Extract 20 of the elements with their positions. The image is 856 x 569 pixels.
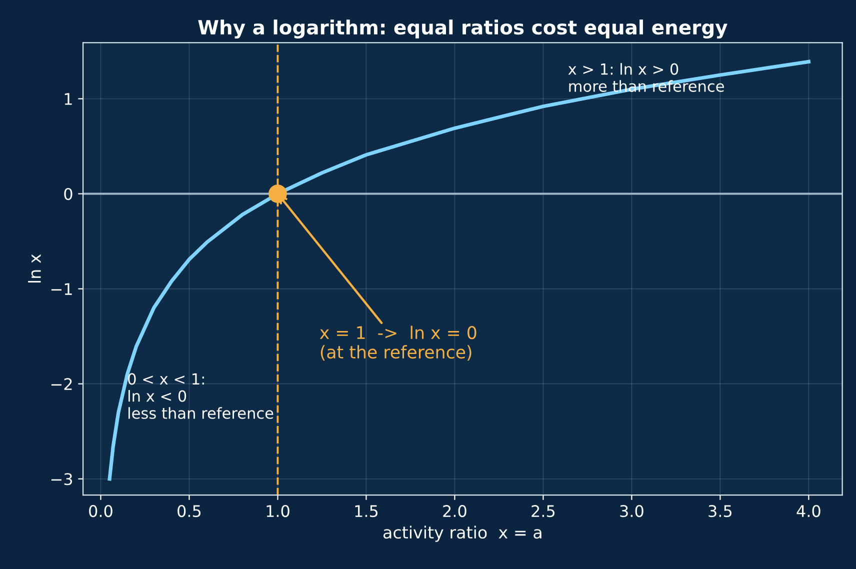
y-tick-label: 0 xyxy=(64,188,72,200)
x-tick-label: 1.0 xyxy=(266,505,290,518)
x-tick-label: 4.0 xyxy=(796,505,820,518)
x-tick-label: 0.5 xyxy=(178,505,201,518)
y-tick-label: −3 xyxy=(51,473,72,486)
x-tick-label: 3.5 xyxy=(708,505,732,518)
y-axis-title: ln x xyxy=(28,254,41,282)
y-tick-label: 1 xyxy=(64,93,72,105)
x-tick-label: 2.0 xyxy=(443,505,466,518)
x-tick-label: 1.5 xyxy=(355,505,378,518)
y-tick-label: −2 xyxy=(51,378,72,390)
x-axis-title: activity ratio x = a xyxy=(383,526,542,542)
x-tick-label: 3.0 xyxy=(620,505,644,518)
y-tick-label: −1 xyxy=(51,283,72,295)
line-series xyxy=(108,60,810,481)
x-tick-label: 2.5 xyxy=(532,505,555,518)
annotation: 0 < x < 1: ln x < 0 less than reference xyxy=(128,373,274,419)
chart-title: Why a logarithm: equal ratios cost equal energy xyxy=(198,20,728,39)
x-tick-label: 0.0 xyxy=(89,505,112,518)
annotation: x = 1 -> ln x = 0 (at the reference) xyxy=(320,326,476,361)
